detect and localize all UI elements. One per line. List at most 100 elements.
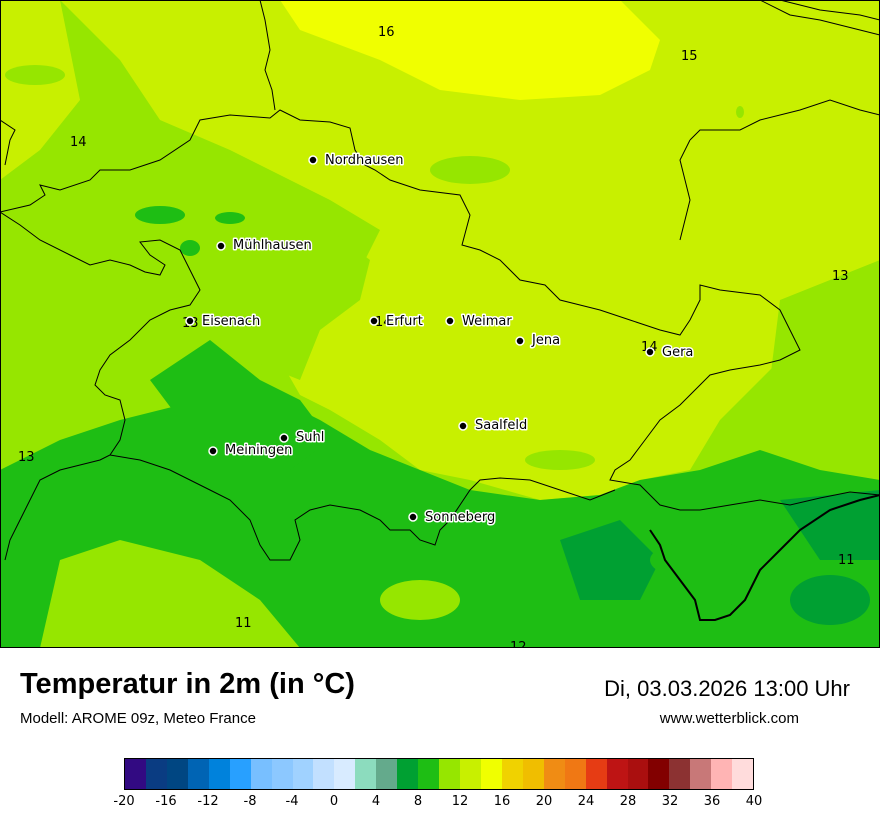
legend-swatch <box>439 759 460 789</box>
legend-swatch <box>334 759 356 789</box>
city-erfurt[interactable]: Erfurt <box>369 313 424 331</box>
legend-swatch <box>125 759 146 789</box>
temperature-zone-13-central <box>90 200 370 380</box>
legend-swatch <box>690 759 712 789</box>
legend-swatch <box>627 759 649 789</box>
legend-tick-label: -20 <box>113 794 135 809</box>
city-dot <box>208 446 218 456</box>
legend-swatch <box>271 759 293 789</box>
city-label: Meiningen <box>225 443 292 458</box>
legend-swatch <box>208 759 230 789</box>
legend-swatch <box>418 759 440 789</box>
legend-swatch <box>397 759 419 789</box>
temperature-legend-colorbar <box>124 758 754 790</box>
model-info: Modell: AROME 09z, Meteo France <box>20 710 256 727</box>
isotherm-label: 11 <box>235 616 252 631</box>
city-suhl[interactable]: Suhl <box>279 429 326 447</box>
city-saalfeld[interactable]: Saalfeld <box>458 417 529 435</box>
city-muehlhausen[interactable]: Mühlhausen <box>216 237 313 255</box>
legend-swatch <box>145 759 167 789</box>
legend-tick-label: 24 <box>577 794 595 809</box>
map-title: Temperatur in 2m (in °C) <box>20 668 355 700</box>
temperature-zone-13-east <box>760 260 880 480</box>
temperature-zone-16 <box>280 0 660 100</box>
legend-swatch <box>480 759 502 789</box>
state-borders <box>0 0 880 561</box>
city-label: Nordhausen <box>325 153 404 168</box>
legend-tick-label: -12 <box>197 794 219 809</box>
temperature-map[interactable]: 16 15 14 13 14 14 13 13 11 12 11 Nordhau… <box>0 0 880 648</box>
temperature-map-canvas[interactable]: 16 15 14 13 14 14 13 13 11 12 11 Nordhau… <box>0 0 880 648</box>
city-dot <box>515 336 525 346</box>
city-label: Jena <box>531 333 560 348</box>
temperature-patches <box>5 65 870 625</box>
legend-tick-label: 12 <box>451 794 469 809</box>
legend-swatch <box>585 759 607 789</box>
city-label: Erfurt <box>386 314 423 329</box>
legend-tick-label: 28 <box>619 794 637 809</box>
website-link[interactable]: www.wetterblick.com <box>659 710 799 727</box>
legend-swatch <box>313 759 335 789</box>
legend-swatch <box>501 759 523 789</box>
city-dot <box>216 241 226 251</box>
legend-swatch <box>355 759 377 789</box>
city-weimar[interactable]: Weimar <box>445 313 514 331</box>
city-meiningen[interactable]: Meiningen <box>208 442 294 460</box>
city-jena[interactable]: Jena <box>515 332 562 350</box>
legend-swatch <box>250 759 272 789</box>
country-border <box>649 494 880 621</box>
isotherm-label: 13 <box>18 450 35 465</box>
legend-swatch <box>166 759 188 789</box>
legend-swatch <box>522 759 544 789</box>
legend-swatch <box>543 759 565 789</box>
city-label: Eisenach <box>202 314 260 329</box>
legend-tick-label: -16 <box>155 794 177 809</box>
legend-tick-label: 36 <box>703 794 721 809</box>
city-label: Gera <box>662 345 693 360</box>
temperature-zone-12-southwest <box>40 540 300 648</box>
city-label: Mühlhausen <box>233 238 312 253</box>
legend-swatch <box>564 759 586 789</box>
isotherm-label: 15 <box>681 49 698 64</box>
legend-swatch <box>732 759 754 789</box>
isotherm-label: 11 <box>838 553 855 568</box>
legend-swatch <box>460 759 481 789</box>
city-label: Weimar <box>462 314 512 329</box>
city-dot <box>408 512 418 522</box>
temperature-zone-14-15 <box>60 0 880 500</box>
city-nordhausen[interactable]: Nordhausen <box>308 152 405 170</box>
legend-tick-label: -8 <box>243 794 257 809</box>
legend-swatch <box>711 759 733 789</box>
temperature-legend-ticks: -20 -16 -12 -8 -4 0 4 8 12 16 20 24 28 32 36 40 <box>0 794 880 814</box>
legend-swatch <box>669 759 691 789</box>
city-dot <box>185 316 195 326</box>
temperature-zone-14-west <box>0 0 80 180</box>
city-label: Sonneberg <box>425 510 495 525</box>
legend-swatch <box>187 759 209 789</box>
city-dot <box>369 316 379 326</box>
legend-tick-label: 8 <box>413 794 423 809</box>
legend-swatch <box>292 759 314 789</box>
temperature-zone-10-southeast <box>780 490 880 560</box>
city-dot <box>279 433 289 443</box>
isotherm-label: 14 <box>70 135 87 150</box>
city-dot <box>458 421 468 431</box>
city-sonneberg[interactable]: Sonneberg <box>408 509 497 527</box>
map-footer: Temperatur in 2m (in °C) Modell: AROME 0… <box>0 648 880 830</box>
city-dot <box>445 316 455 326</box>
city-eisenach[interactable]: Eisenach <box>185 313 262 331</box>
city-markers: Nordhausen Mühlhausen Eisenach Erfurt We… <box>185 152 695 527</box>
isotherm-label: 14 <box>375 315 392 330</box>
legend-swatch <box>606 759 628 789</box>
legend-tick-label: 0 <box>329 794 339 809</box>
city-dot <box>308 155 318 165</box>
city-dot <box>645 347 655 357</box>
forecast-datetime: Di, 03.03.2026 13:00 Uhr <box>604 676 850 701</box>
isotherm-label: 13 <box>832 269 849 284</box>
city-gera[interactable]: Gera <box>645 344 695 362</box>
legend-tick-label: 16 <box>493 794 511 809</box>
legend-tick-label: -4 <box>285 794 299 809</box>
city-label: Saalfeld <box>475 418 527 433</box>
legend-swatch <box>229 759 251 789</box>
legend-tick-label: 4 <box>371 794 381 809</box>
